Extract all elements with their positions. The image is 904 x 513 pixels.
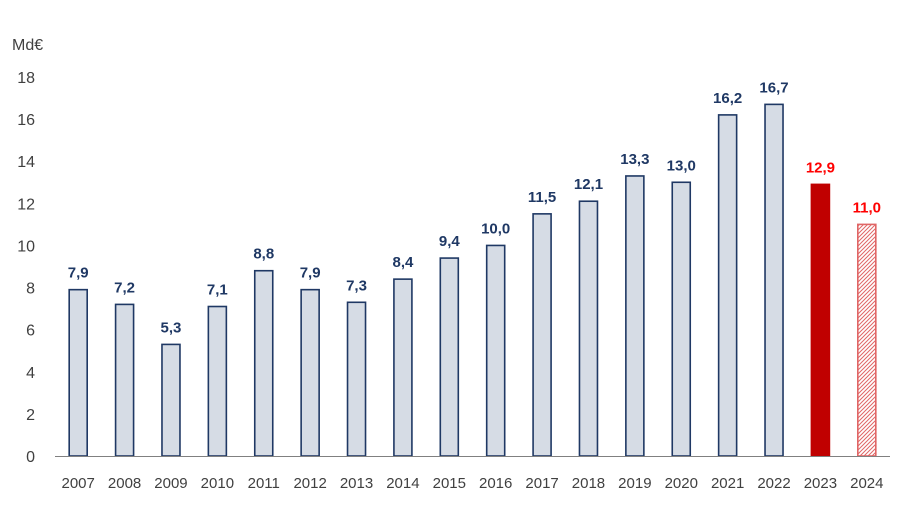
data-label-2017: 11,5 [528, 189, 556, 206]
data-label-2024: 11,0 [853, 199, 881, 216]
x-tick-label-2023: 2023 [804, 475, 837, 492]
y-axis-ticks: 0 2 4 6 8 10 12 14 16 18 [17, 70, 35, 466]
y-tick-label: 6 [26, 323, 35, 340]
data-label-2008: 7,2 [114, 279, 135, 296]
unit-label: Md€ [12, 37, 43, 54]
x-tick-label-2017: 2017 [525, 475, 558, 492]
x-tick-label-2016: 2016 [479, 475, 512, 492]
x-axis-ticks: 2007 2008 2009 2010 2011 2012 2013 2014 2015 2016… [62, 475, 884, 492]
y-tick-label: 2 [26, 407, 35, 424]
y-tick-label: 14 [17, 154, 35, 171]
x-tick-label-2020: 2020 [665, 475, 698, 492]
data-label-2022: 16,7 [759, 79, 788, 96]
bars [68, 103, 877, 457]
data-label-2007: 7,9 [68, 265, 89, 282]
x-tick-label-2007: 2007 [62, 475, 95, 492]
bar-2009 [161, 343, 181, 457]
bar-2016 [485, 244, 506, 457]
data-label-2009: 5,3 [161, 319, 182, 336]
data-label-2016: 10,0 [481, 220, 510, 237]
x-tick-label-2009: 2009 [154, 475, 187, 492]
data-label-2013: 7,3 [346, 277, 367, 294]
data-label-2010: 7,1 [207, 282, 228, 299]
x-tick-label-2015: 2015 [433, 475, 466, 492]
bar-2021 [717, 114, 738, 457]
y-tick-label: 4 [26, 365, 35, 382]
data-label-2019: 13,3 [620, 151, 649, 168]
x-tick-label-2008: 2008 [108, 475, 141, 492]
x-tick-label-2010: 2010 [201, 475, 234, 492]
x-tick-label-2013: 2013 [340, 475, 373, 492]
bar-2018 [578, 200, 599, 457]
bar-2023 [810, 183, 831, 457]
x-tick-label-2021: 2021 [711, 475, 744, 492]
x-tick-label-2022: 2022 [757, 475, 790, 492]
x-tick-label-2018: 2018 [572, 475, 605, 492]
data-label-2015: 9,4 [439, 233, 461, 250]
bar-2008 [114, 303, 135, 457]
y-tick-label: 0 [26, 449, 35, 466]
data-label-2021: 16,2 [713, 90, 742, 107]
data-label-2012: 7,9 [300, 265, 321, 282]
x-tick-label-2024: 2024 [850, 475, 883, 492]
bar-2013 [346, 301, 367, 457]
data-label-2023: 12,9 [806, 159, 835, 176]
bar-2010 [207, 305, 228, 457]
y-tick-label: 12 [17, 196, 35, 213]
bar-2017 [532, 213, 552, 457]
x-tick-label-2012: 2012 [293, 475, 326, 492]
bar-2007 [68, 288, 88, 457]
bar-2015 [439, 257, 460, 457]
bar-2012 [300, 288, 320, 457]
bar-2022 [764, 103, 784, 457]
bar-2020 [671, 181, 692, 457]
bar-2011 [253, 269, 274, 457]
x-tick-label-2014: 2014 [386, 475, 419, 492]
y-tick-label: 16 [17, 112, 35, 129]
y-tick-label: 8 [26, 281, 35, 298]
data-labels: 7,9 7,2 5,3 7,1 8,8 7,9 7,3 8,4 9,4 10,0 11,5 12,1 1… [68, 79, 881, 336]
y-tick-label: 10 [17, 238, 35, 255]
bar-2019 [625, 175, 645, 457]
x-tick-label-2011: 2011 [248, 475, 280, 492]
data-label-2011: 8,8 [253, 246, 274, 263]
x-tick-label-2019: 2019 [618, 475, 651, 492]
data-label-2020: 13,0 [667, 157, 696, 174]
bar-2024 [857, 223, 877, 457]
bar-2014 [393, 278, 413, 457]
data-label-2014: 8,4 [392, 254, 414, 271]
data-label-2018: 12,1 [574, 176, 603, 193]
y-tick-label: 18 [17, 70, 35, 87]
